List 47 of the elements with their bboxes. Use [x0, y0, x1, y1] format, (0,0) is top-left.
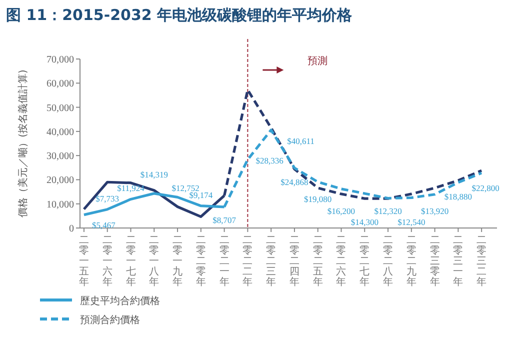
chart-title: 图 11：2015-2032 年电池级碳酸锂的年平均价格	[6, 6, 354, 24]
x-tick-label: 二零二七年	[360, 235, 370, 288]
x-tick-label: 二零二二年	[242, 235, 253, 288]
data-label: $12,540	[398, 217, 426, 227]
data-label: $7,733	[96, 193, 120, 204]
data-label: $28,336	[256, 156, 284, 166]
data-label: $5,467	[92, 220, 116, 230]
x-tick-label: 二零三一年	[453, 235, 464, 288]
legend-label: 歷史平均合約價格	[80, 295, 160, 307]
data-label: $13,920	[420, 206, 449, 216]
x-tick-label: 二零一五年	[78, 235, 89, 288]
data-label: $19,080	[304, 194, 332, 204]
y-tick-label: 70,000	[46, 54, 74, 66]
x-tick-label: 二零二六年	[336, 235, 346, 288]
data-label: $14,300	[350, 217, 378, 227]
x-tick-label: 二零一六年	[102, 235, 112, 288]
y-tick-label: 40,000	[46, 126, 74, 138]
annotation: 預測	[308, 55, 328, 67]
data-label: $8,707	[212, 214, 236, 225]
x-tick-label: 二零三二年	[476, 235, 487, 288]
data-label: $40,611	[287, 136, 314, 146]
x-tick-label: 二零二八年	[383, 235, 394, 288]
x-tick-label: 二零一七年	[126, 235, 136, 288]
y-tick-label: 50,000	[46, 102, 74, 114]
data-label: $11,924	[117, 183, 146, 194]
x-tick-label: 二零二九年	[406, 235, 416, 288]
y-tick-label: 60,000	[46, 78, 74, 90]
data-label: $24,868	[280, 176, 308, 187]
y-tick-label: 0	[69, 224, 74, 234]
y-tick-label: 30,000	[46, 151, 74, 162]
data-label: $16,200	[327, 206, 356, 216]
x-tick-label: 二零一八年	[149, 235, 160, 288]
data-label: $18,880	[444, 191, 472, 202]
y-tick-label: 10,000	[46, 199, 74, 210]
x-tick-label: 二零三零年	[430, 235, 440, 288]
x-tick-label: 二零二五年	[312, 235, 323, 288]
x-tick-label: 二零二四年	[289, 235, 300, 288]
legend-label: 預測合約價格	[80, 314, 140, 326]
y-tick-label: 20,000	[46, 175, 74, 186]
data-label: $12,320	[374, 206, 402, 216]
data-label: $22,800	[472, 182, 500, 193]
x-tick-label: 二零二一年	[219, 235, 230, 288]
data-label: $14,319	[140, 169, 168, 180]
y-axis-title: 價格（美元／噸）(按名義值計算)	[17, 70, 29, 218]
x-tick-label: 二零一九年	[172, 235, 183, 288]
x-tick-label: 二零二三年	[266, 235, 276, 288]
x-tick-label: 二零二零年	[196, 235, 206, 288]
